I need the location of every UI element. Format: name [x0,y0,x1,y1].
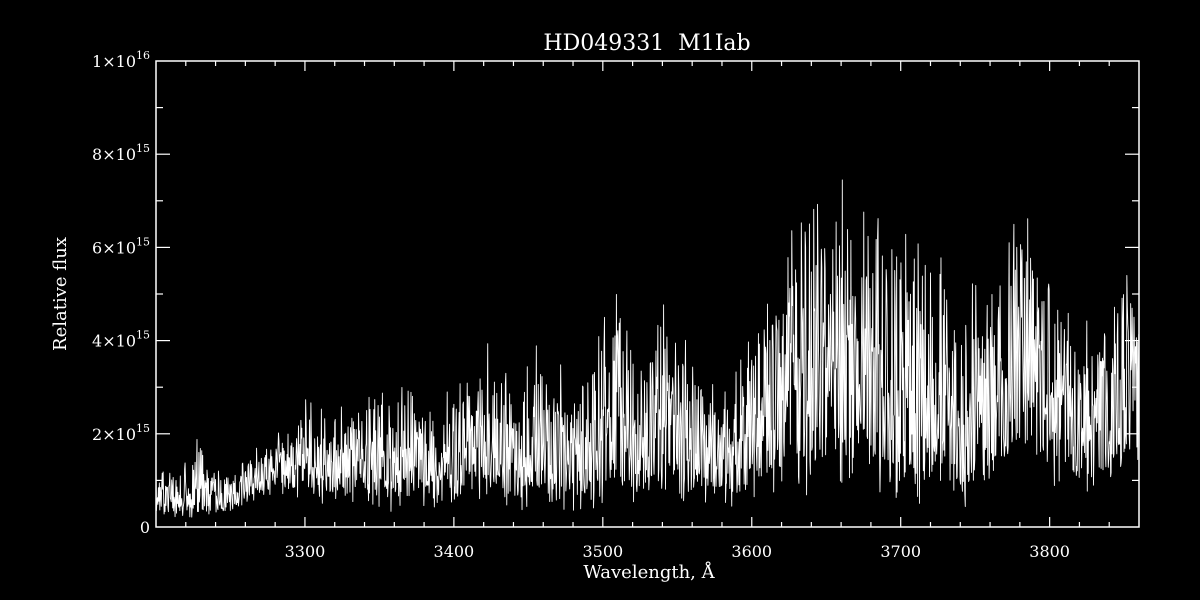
x-tick-label: 3300 [285,542,326,561]
x-tick-label: 3500 [582,542,623,561]
x-tick-label: 3400 [434,542,475,561]
plot-frame [155,60,1140,528]
y-tick-label: 8×1015 [92,142,150,164]
x-axis-tick-labels: 3300 3400 3500 3600 3700 3800 [285,542,1070,561]
y-tick-label: 4×1015 [92,329,150,351]
y-axis-tick-labels: 0 2×1015 4×1015 6×1015 8×1015 1×1016 [92,49,150,537]
x-tick-label: 3700 [880,542,921,561]
spectrum-series [155,179,1140,518]
y-tick-label: 6×1015 [92,235,150,257]
spectrum-line [155,179,1140,518]
y-axis-label: Relative flux [50,237,71,351]
y-axis-ticks [156,106,1139,481]
x-axis-label: Wavelength, Å [583,561,715,583]
x-tick-label: 3600 [731,542,772,561]
y-tick-label: 1×1016 [92,49,150,71]
chart-title: HD049331 M1Iab [543,31,750,56]
x-axis-ticks [185,61,1110,527]
y-tick-label: 0 [140,518,150,537]
y-tick-label: 2×1015 [92,422,150,444]
x-tick-label: 3800 [1029,542,1070,561]
